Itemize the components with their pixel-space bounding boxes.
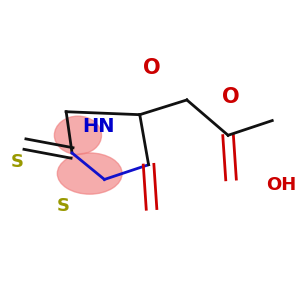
Text: S: S: [11, 153, 24, 171]
Text: HN: HN: [82, 117, 115, 136]
Text: OH: OH: [266, 176, 296, 194]
Ellipse shape: [57, 153, 122, 194]
Ellipse shape: [54, 116, 101, 154]
Text: O: O: [143, 58, 160, 78]
Text: S: S: [57, 197, 70, 215]
Text: O: O: [222, 87, 240, 107]
